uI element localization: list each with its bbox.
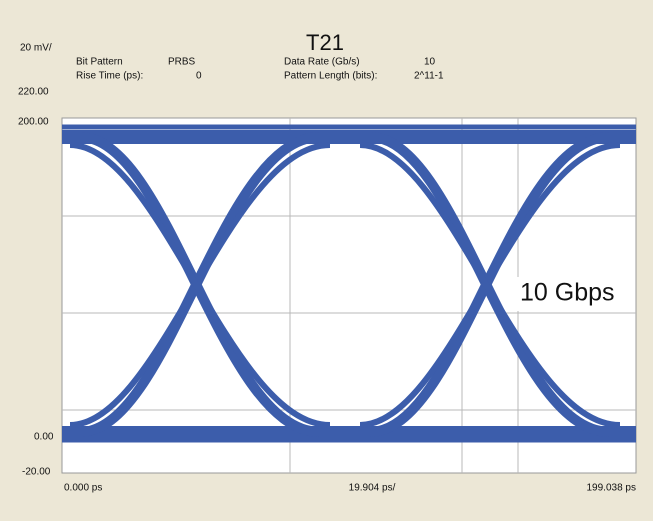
y-label: 0.00 [34,432,54,443]
y-label: 200.00 [18,117,49,128]
annotation: 10 Gbps [520,279,615,307]
annotation-bg [517,277,635,311]
info-value: 2^11-1 [414,71,444,82]
title: T21 [306,30,344,55]
falling-edge [359,142,621,428]
info-label: Data Rate (Gb/s) [284,57,360,68]
falling-edge [69,142,331,428]
x-label: 0.000 ps [64,483,102,494]
x-label: 19.904 ps/ [349,483,396,494]
eye-traces [62,124,636,443]
scale: 20 mV/ [20,43,52,54]
info-label: Rise Time (ps): [76,71,143,82]
x-label: 199.038 ps [587,483,637,494]
info-value: 0 [196,71,202,82]
y-label: 220.00 [18,87,49,98]
info-label: Pattern Length (bits): [284,71,377,82]
info-label: Bit Pattern [76,57,123,68]
info-value: 10 [424,57,436,68]
info-value: PRBS [168,57,196,68]
y-label: -20.00 [22,467,51,478]
